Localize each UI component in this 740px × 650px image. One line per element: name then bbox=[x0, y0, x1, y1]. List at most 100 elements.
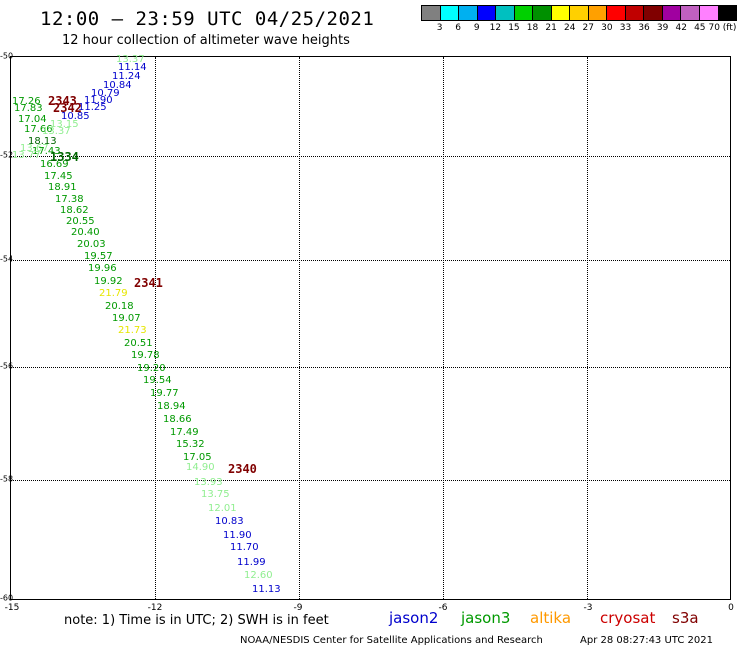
color-scale-swatch bbox=[625, 6, 645, 20]
color-scale-swatch bbox=[718, 6, 737, 20]
wave-height-reading: 21.79 bbox=[99, 288, 128, 299]
time-stamp: 1334 bbox=[50, 150, 79, 164]
wave-height-reading: 18.13 bbox=[28, 136, 57, 147]
footer-timestamp: Apr 28 08:27:43 UTC 2021 bbox=[580, 635, 713, 646]
wave-height-reading: 17.38 bbox=[55, 194, 84, 205]
wave-height-reading: 18.91 bbox=[48, 182, 77, 193]
color-scale-swatch bbox=[699, 6, 719, 20]
legend-mission-s3a: s3a bbox=[672, 609, 699, 627]
color-scale-swatch bbox=[496, 6, 515, 20]
wave-height-reading: 19.54 bbox=[143, 375, 172, 386]
wave-height-reading: 20.40 bbox=[71, 227, 100, 238]
wave-height-reading: 19.07 bbox=[112, 313, 141, 324]
wave-height-reading: 19.20 bbox=[137, 363, 166, 374]
gridline-lon bbox=[587, 57, 588, 599]
color-scale-swatch bbox=[662, 6, 682, 20]
wave-height-reading: 13.37 bbox=[42, 126, 71, 137]
wave-height-reading: 19.77 bbox=[150, 388, 179, 399]
color-scale-label: 6 bbox=[455, 23, 462, 33]
gridline-lat bbox=[11, 156, 730, 157]
color-scale-swatch bbox=[607, 6, 626, 20]
y-tick-label: -54 bbox=[0, 254, 14, 264]
color-scale-swatches bbox=[421, 5, 737, 21]
wave-height-reading: 12.01 bbox=[208, 503, 237, 514]
color-scale-label: 27 bbox=[582, 23, 595, 33]
color-scale-swatch bbox=[459, 6, 478, 20]
wave-height-reading: 17.49 bbox=[170, 427, 199, 438]
wave-height-reading: 16.69 bbox=[40, 159, 69, 170]
wave-height-reading: 20.03 bbox=[77, 239, 106, 250]
wave-height-reading: 11.25 bbox=[78, 102, 107, 113]
color-scale-swatch bbox=[644, 6, 663, 20]
color-scale-label: 36 bbox=[638, 23, 650, 33]
wave-height-reading: 18.66 bbox=[163, 414, 192, 425]
color-scale-label: 18 bbox=[526, 23, 539, 33]
gridline-lon bbox=[155, 57, 156, 599]
legend-mission-cryosat: cryosat bbox=[600, 609, 656, 627]
wave-height-reading: 11.99 bbox=[237, 557, 266, 568]
x-tick-label: -15 bbox=[4, 603, 20, 613]
color-scale-swatch bbox=[551, 6, 571, 20]
color-scale-label: 33 bbox=[619, 23, 632, 33]
wave-height-reading: 17.43 bbox=[32, 146, 61, 157]
wave-height-reading: 18.94 bbox=[157, 401, 186, 412]
legend-note: note: 1) Time is in UTC; 2) SWH is in fe… bbox=[64, 613, 329, 628]
map-title: 12:00 — 23:59 UTC 04/25/2021 bbox=[40, 8, 375, 30]
color-scale-labels: 3 6 9 12 15 18 21 24 27 30 33 36 39 42 45 70 (ft) bbox=[421, 21, 737, 35]
gridline-lon bbox=[299, 57, 300, 599]
wave-height-reading: 11.14 bbox=[118, 62, 147, 73]
wave-height-reading: 11.90 bbox=[84, 95, 113, 106]
legend-mission-altika: altika bbox=[530, 609, 572, 627]
color-scale-swatch bbox=[440, 6, 460, 20]
gridline-lat bbox=[11, 480, 730, 481]
wave-height-reading: 17.04 bbox=[18, 114, 47, 125]
color-scale-label: 24 bbox=[563, 23, 576, 33]
map-subtitle: 12 hour collection of altimeter wave hei… bbox=[62, 33, 350, 48]
color-scale-swatch bbox=[588, 6, 608, 20]
wave-height-reading: 17.45 bbox=[44, 171, 73, 182]
footer-credit: NOAA/NESDIS Center for Satellite Applica… bbox=[240, 635, 543, 646]
color-scale-label: 21 bbox=[545, 23, 557, 33]
gridline-lat bbox=[11, 367, 730, 368]
x-tick-label: -6 bbox=[438, 603, 448, 613]
wave-height-reading: 19.78 bbox=[131, 350, 160, 361]
color-scale-label: 39 bbox=[656, 23, 669, 33]
wave-height-reading: 13.93 bbox=[194, 477, 223, 488]
color-scale-swatch bbox=[533, 6, 552, 20]
wave-height-reading: 20.18 bbox=[105, 301, 134, 312]
wave-height-reading: 21.73 bbox=[118, 325, 147, 336]
time-stamp: 2340 bbox=[228, 462, 257, 476]
wave-height-reading: 10.84 bbox=[103, 80, 132, 91]
time-stamp: 2342 bbox=[53, 101, 82, 115]
wave-height-reading: 11.70 bbox=[230, 542, 259, 553]
wave-height-reading: 13.37 bbox=[116, 54, 145, 65]
wave-height-reading: 11.90 bbox=[223, 530, 252, 541]
y-tick-label: -60 bbox=[0, 593, 14, 603]
wave-height-reading: 17.26 bbox=[12, 96, 41, 107]
x-tick-label: -3 bbox=[583, 603, 593, 613]
color-scale-label: 12 bbox=[489, 23, 502, 33]
color-scale-label: 70 (ft) bbox=[708, 23, 737, 33]
legend-mission-jason2: jason2 bbox=[389, 609, 439, 627]
color-scale-swatch bbox=[422, 6, 441, 20]
color-scale-label: 9 bbox=[473, 23, 480, 33]
wave-height-reading: 10.83 bbox=[215, 516, 244, 527]
wave-height-reading: 10.79 bbox=[91, 88, 120, 99]
wave-height-reading: 20.55 bbox=[66, 216, 95, 227]
wave-height-reading: 13.15 bbox=[50, 119, 79, 130]
color-scale-swatch bbox=[681, 6, 700, 20]
wave-height-reading: 17.66 bbox=[24, 124, 53, 135]
color-scale-label: 3 bbox=[436, 23, 443, 33]
y-tick-label: -56 bbox=[0, 361, 14, 371]
y-tick-label: -58 bbox=[0, 474, 14, 484]
color-scale-swatch bbox=[514, 6, 534, 20]
wave-height-reading: 19.92 bbox=[94, 276, 123, 287]
wave-height-reading: 14.90 bbox=[186, 462, 215, 473]
wave-height-reading: 19.57 bbox=[84, 251, 113, 262]
wave-height-reading: 13.77 bbox=[12, 150, 41, 161]
color-scale-label: 45 bbox=[694, 23, 706, 33]
color-scale-label: 30 bbox=[601, 23, 613, 33]
wave-height-reading: 19.96 bbox=[88, 263, 117, 274]
wave-height-reading: 15.32 bbox=[176, 439, 205, 450]
wave-height-reading: 11.24 bbox=[112, 71, 141, 82]
